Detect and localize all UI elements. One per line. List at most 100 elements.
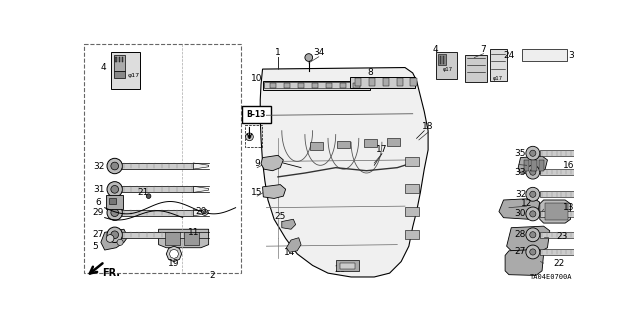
Bar	[337, 141, 349, 148]
Text: 29: 29	[93, 208, 104, 217]
Bar	[522, 49, 566, 61]
Text: 11: 11	[188, 228, 199, 237]
Text: 24: 24	[503, 51, 515, 60]
Circle shape	[526, 245, 540, 259]
Bar	[184, 232, 200, 245]
Bar	[539, 160, 545, 171]
Text: 10: 10	[252, 74, 263, 83]
Bar	[349, 77, 415, 87]
Circle shape	[111, 231, 118, 239]
Polygon shape	[193, 186, 209, 192]
Text: 33: 33	[515, 168, 526, 177]
Bar	[540, 211, 579, 217]
Text: 15: 15	[252, 188, 263, 197]
Bar	[122, 232, 193, 238]
Polygon shape	[261, 155, 284, 171]
Polygon shape	[505, 249, 543, 275]
Text: 22: 22	[554, 259, 564, 268]
Circle shape	[530, 169, 536, 175]
Text: 3: 3	[568, 51, 574, 60]
Polygon shape	[579, 249, 587, 255]
Text: φ17: φ17	[128, 73, 140, 78]
Bar	[540, 232, 579, 238]
Bar	[84, 44, 241, 273]
Bar	[440, 56, 441, 64]
Bar	[364, 139, 376, 147]
Polygon shape	[518, 156, 547, 174]
Bar	[284, 83, 291, 87]
Text: 32: 32	[515, 190, 526, 199]
Bar	[242, 106, 271, 123]
Polygon shape	[507, 226, 550, 252]
Bar	[410, 78, 417, 86]
Circle shape	[526, 207, 540, 221]
Circle shape	[117, 239, 123, 245]
Text: 4: 4	[433, 45, 438, 54]
Polygon shape	[287, 238, 301, 252]
Text: 18: 18	[422, 122, 434, 131]
Circle shape	[526, 228, 540, 242]
Bar	[540, 191, 579, 197]
Circle shape	[107, 205, 122, 220]
Bar	[164, 232, 180, 245]
Polygon shape	[101, 229, 128, 250]
Bar	[245, 125, 262, 147]
Bar	[114, 70, 125, 78]
Text: 19: 19	[168, 259, 180, 268]
Circle shape	[107, 227, 122, 242]
Bar	[326, 83, 332, 87]
Polygon shape	[579, 232, 587, 238]
Text: 34: 34	[313, 48, 324, 57]
Circle shape	[305, 54, 312, 61]
Text: 9: 9	[254, 159, 260, 167]
Text: 8: 8	[367, 68, 373, 77]
Text: 1: 1	[275, 48, 281, 57]
Bar	[264, 82, 369, 88]
Circle shape	[530, 191, 536, 197]
Text: 32: 32	[93, 161, 104, 171]
Bar	[383, 78, 389, 86]
Circle shape	[107, 158, 122, 174]
Text: 2: 2	[210, 271, 215, 280]
Polygon shape	[170, 249, 179, 258]
Text: 16: 16	[563, 161, 574, 170]
Polygon shape	[579, 150, 587, 156]
Bar	[355, 78, 361, 86]
Text: 26: 26	[334, 265, 345, 274]
Bar	[109, 198, 116, 204]
Polygon shape	[193, 210, 209, 216]
Circle shape	[147, 194, 151, 198]
Bar	[465, 55, 486, 82]
Polygon shape	[159, 229, 209, 248]
Text: 17: 17	[376, 145, 388, 154]
Text: 13: 13	[563, 203, 574, 212]
Polygon shape	[260, 68, 428, 277]
Bar	[340, 263, 355, 269]
Text: FR.: FR.	[102, 268, 120, 278]
Bar	[353, 83, 360, 87]
Bar	[436, 52, 458, 79]
Bar	[122, 163, 193, 169]
Bar	[336, 260, 359, 271]
Bar	[122, 210, 193, 216]
Text: 20: 20	[195, 207, 207, 216]
Polygon shape	[579, 191, 587, 197]
Bar	[310, 142, 323, 150]
Bar	[270, 83, 276, 87]
Text: TA04E0700A: TA04E0700A	[529, 274, 572, 280]
Bar	[443, 56, 444, 64]
Text: φ17: φ17	[493, 76, 503, 81]
Text: 30: 30	[515, 209, 526, 219]
Circle shape	[530, 249, 536, 255]
Circle shape	[530, 232, 536, 238]
Text: 28: 28	[515, 230, 526, 239]
Text: 6: 6	[95, 198, 101, 207]
Bar	[106, 195, 123, 209]
Bar	[545, 203, 568, 220]
Bar	[122, 57, 123, 62]
Text: 5: 5	[93, 242, 99, 251]
Text: 31: 31	[93, 185, 104, 194]
Circle shape	[526, 165, 540, 179]
Bar	[540, 150, 579, 156]
Bar	[118, 57, 120, 62]
